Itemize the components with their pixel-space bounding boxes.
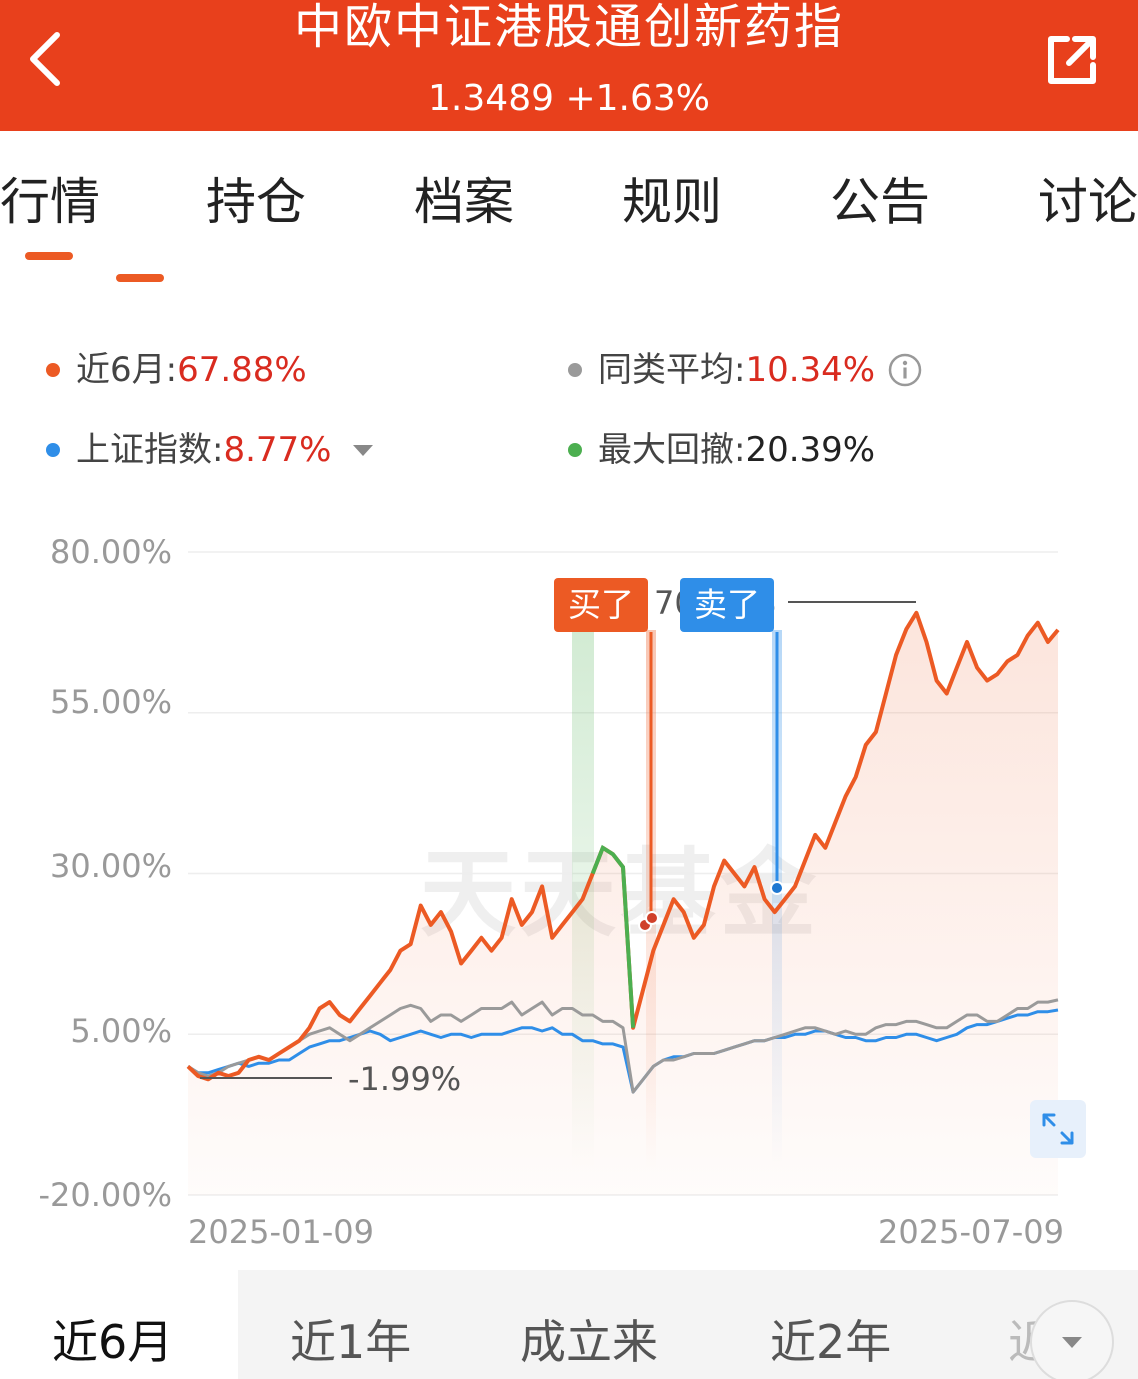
legend-drawdown-value: 20.39% — [745, 430, 876, 470]
sell-band — [772, 630, 782, 1170]
peer-average-line — [187, 998, 1059, 1094]
more-periods-button[interactable] — [1030, 1300, 1114, 1379]
buy-marker[interactable]: 买了 — [554, 578, 648, 632]
chevron-down-icon[interactable] — [351, 442, 375, 458]
app-header: 中欧中证港股通创新药指 1.3489 +1.63% — [0, 0, 1138, 131]
x-tick-end: 2025-07-09 — [878, 1213, 1064, 1251]
expand-chart-button[interactable] — [1030, 1100, 1086, 1158]
tab-holdings[interactable]: 持仓 — [206, 173, 306, 231]
tab-rules[interactable]: 规则 — [622, 173, 722, 231]
sell-marker[interactable]: 卖了 — [680, 578, 774, 632]
legend-drawdown: 最大回撤: 20.39% — [568, 428, 875, 472]
tab-announcements[interactable]: 公告 — [830, 173, 930, 231]
legend-peer: 同类平均: 10.34% — [568, 348, 923, 392]
back-button[interactable] — [18, 28, 72, 90]
y-tick-label: 30.00% — [49, 847, 172, 885]
legend-index[interactable]: 上证指数: 8.77% — [46, 428, 375, 472]
legend-index-value: 8.77% — [223, 430, 332, 470]
chevron-down-icon — [1062, 1337, 1082, 1348]
tab-profile[interactable]: 档案 — [414, 173, 514, 231]
low-value-label: -1.99% — [348, 1060, 462, 1098]
y-tick-label: 55.00% — [49, 683, 172, 721]
period-selector — [238, 1270, 1138, 1379]
buy-point — [645, 911, 659, 925]
legend-fund-value: 67.88% — [177, 350, 307, 390]
info-icon[interactable] — [887, 352, 923, 388]
legend-drawdown-label: 最大回撤: — [598, 430, 746, 470]
share-icon — [1048, 36, 1096, 84]
legend-index-label: 上证指数: — [76, 430, 224, 470]
period-1y[interactable]: 近1年 — [290, 1315, 412, 1369]
legend-dot-orange — [46, 363, 60, 377]
share-button[interactable] — [1040, 28, 1104, 92]
tab-discussion[interactable]: 讨论 — [1038, 173, 1138, 231]
nav-change: 1.3489 +1.63% — [428, 78, 710, 119]
fund-area-fill — [188, 612, 1058, 1195]
performance-chart[interactable] — [0, 520, 1138, 1260]
legend-dot-gray — [568, 363, 582, 377]
tab-active-indicator — [25, 252, 73, 260]
legend-dot-blue — [46, 443, 60, 457]
tab-active-indicator-secondary — [116, 274, 164, 282]
sell-point — [770, 881, 784, 895]
period-6m[interactable]: 近6月 — [52, 1315, 174, 1369]
expand-icon — [1042, 1113, 1074, 1145]
tab-bar: 行情 持仓 档案 规则 公告 讨论 — [0, 160, 1138, 282]
period-since-inception[interactable]: 成立来 — [520, 1315, 658, 1369]
period-2y[interactable]: 近2年 — [770, 1315, 892, 1369]
y-tick-label: 5.00% — [70, 1012, 172, 1050]
legend-fund: 近6月: 67.88% — [46, 348, 307, 392]
legend-peer-value: 10.34% — [745, 350, 876, 390]
legend-dot-green — [568, 443, 582, 457]
legend-fund-label: 近6月: — [76, 350, 178, 390]
index-line — [187, 1008, 1059, 1094]
y-tick-label: -20.00% — [38, 1176, 172, 1214]
drawdown-line — [590, 844, 636, 1028]
legend-peer-label: 同类平均: — [598, 350, 746, 390]
tab-market[interactable]: 行情 — [0, 173, 100, 231]
y-tick-label: 80.00% — [49, 533, 172, 571]
back-arrow-icon — [30, 32, 60, 86]
page-title: 中欧中证港股通创新药指 — [293, 0, 844, 55]
x-tick-start: 2025-01-09 — [188, 1213, 374, 1251]
